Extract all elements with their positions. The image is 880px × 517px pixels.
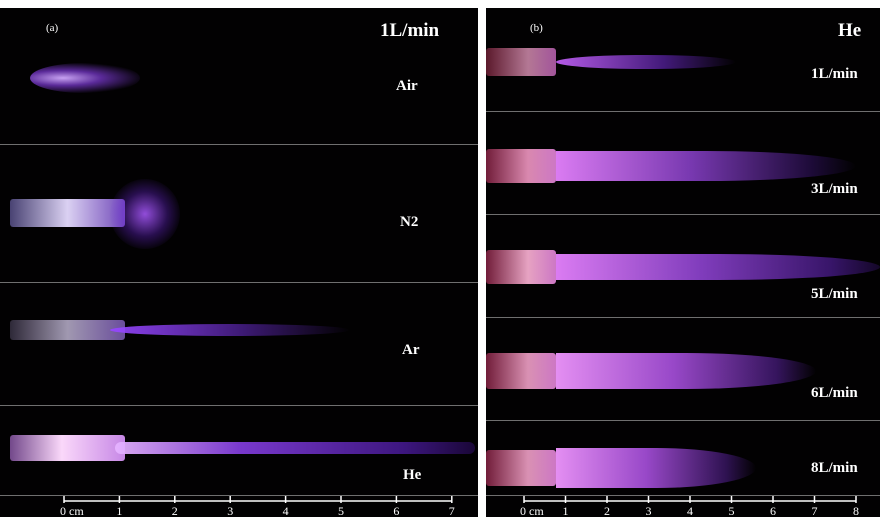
flow-label: 1L/min	[811, 66, 858, 82]
row-flow-1: 1L/min	[486, 8, 880, 112]
plasma-jet-image	[556, 55, 736, 69]
scale-tick-label: 7	[449, 504, 455, 517]
row-air: Air	[0, 8, 478, 145]
scale-bar: 1 2 3 4 5 6 7 8 0 cm	[486, 495, 880, 517]
plasma-jet-image	[110, 324, 350, 336]
scale-unit-label: 0 cm	[60, 504, 84, 517]
plasma-jet-image	[556, 151, 856, 181]
row-flow-5: 5L/min	[486, 214, 880, 318]
scale-tick-label: 2	[172, 504, 178, 517]
plasma-jet-image	[110, 179, 180, 249]
scale-bar: 1 2 3 4 5 6 7 0 cm	[0, 495, 478, 517]
tube-image	[486, 48, 556, 76]
row-ar: Ar	[0, 282, 478, 406]
scale-tick-label: 4	[283, 504, 289, 517]
panel-a-title: 1L/min	[380, 20, 440, 41]
gas-label: He	[403, 467, 422, 483]
plasma-jet-image	[556, 448, 756, 488]
tube-image	[10, 435, 125, 461]
plasma-jet-image	[556, 353, 816, 389]
tube-image	[486, 149, 556, 183]
row-flow-8: 8L/min	[486, 420, 880, 496]
scale-unit-label: 0 cm	[520, 504, 544, 517]
tube-image	[486, 353, 556, 389]
scale-tick-label: 4	[687, 504, 693, 517]
gas-label: Ar	[402, 342, 420, 358]
panel-b-label: (b)	[530, 22, 543, 34]
flow-label: 3L/min	[811, 181, 858, 197]
scale-tick-label: 8	[853, 504, 859, 517]
scale-tick-label: 6	[393, 504, 399, 517]
scale-tick-label: 3	[646, 504, 652, 517]
scale-tick-label: 6	[770, 504, 776, 517]
panel-b: (b) He 1L/min 3L/min 5L/min 6L/min 8L/mi…	[486, 8, 880, 517]
plasma-jet-image	[556, 254, 880, 280]
panel-a: (a) 1L/min Air N2 Ar He 1 2 3 4 5 6 7 0 cm	[0, 8, 478, 517]
plasma-jet-image	[115, 442, 475, 454]
row-n2: N2	[0, 144, 478, 283]
scale-tick-label: 3	[227, 504, 233, 517]
flow-label: 6L/min	[811, 385, 858, 401]
panel-b-title: He	[838, 20, 862, 41]
tube-image	[10, 199, 125, 227]
row-flow-3: 3L/min	[486, 111, 880, 215]
gas-label: N2	[400, 214, 419, 230]
flow-label: 8L/min	[811, 460, 858, 476]
scale-tick-label: 5	[729, 504, 735, 517]
tube-image	[486, 250, 556, 284]
gas-label: Air	[396, 78, 418, 94]
scale-tick-label: 5	[338, 504, 344, 517]
scale-tick-label: 2	[604, 504, 610, 517]
tube-image	[10, 320, 125, 340]
plasma-jet-image	[30, 63, 140, 93]
row-flow-6: 6L/min	[486, 317, 880, 421]
scale-tick-label: 7	[812, 504, 818, 517]
tube-image	[486, 450, 556, 486]
row-he: He	[0, 405, 478, 496]
flow-label: 5L/min	[811, 286, 858, 302]
scale-tick-label: 1	[563, 504, 569, 517]
scale-tick-label: 1	[116, 504, 122, 517]
panel-a-label: (a)	[46, 22, 59, 34]
